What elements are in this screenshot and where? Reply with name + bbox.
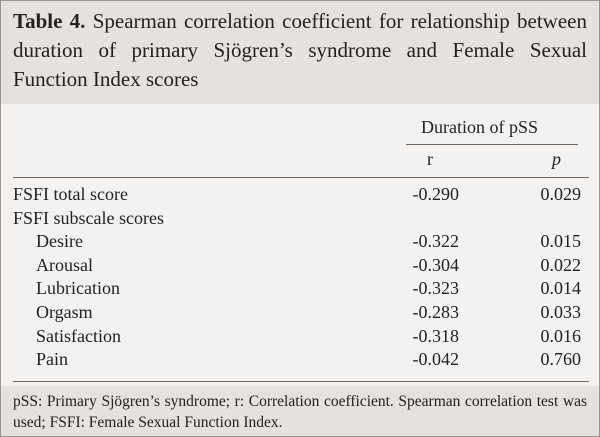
cell: -0.323 [412, 278, 460, 299]
caption-text: Spearman correlation coefficient for rel… [13, 9, 587, 91]
cell: -0.318 [412, 325, 460, 346]
caption-label: Table 4. [13, 9, 86, 33]
group-header: Duration of pSS [421, 117, 538, 137]
cell: -0.304 [412, 254, 460, 275]
cell: -0.322 [412, 231, 460, 252]
cell: -0.042 [412, 349, 460, 370]
table-body: Duration of pSS r p FSFI total score -0.2… [1, 104, 599, 386]
cell: 0.015 [540, 231, 582, 252]
cell: -0.290 [412, 184, 460, 204]
cell: 0.022 [540, 254, 582, 275]
footnote: pSS: Primary Sjögren’s syndrome; r: Corr… [13, 393, 587, 431]
column-header: r [427, 149, 433, 169]
row-label: FSFI subscale scores [13, 207, 164, 228]
cell: 0.029 [540, 184, 582, 204]
cell: 0.014 [540, 278, 582, 299]
caption: Table 4. Spearman correlation coefficien… [13, 7, 587, 94]
subrow-label: Arousal [36, 254, 93, 275]
subrow-label: Satisfaction [36, 325, 121, 346]
subrow-label: Pain [36, 349, 69, 370]
cell: 0.760 [540, 349, 582, 370]
group-rule [406, 144, 578, 145]
column-header: p [552, 149, 561, 169]
bottom-rule [13, 381, 589, 382]
cell: 0.033 [540, 302, 582, 322]
subrow-label: Orgasm [36, 302, 93, 322]
subrow-label: Lubrication [36, 278, 120, 299]
row-label: FSFI total score [13, 184, 128, 204]
cell: -0.283 [412, 302, 460, 322]
subrow-label: Desire [36, 231, 83, 252]
cell: 0.016 [540, 325, 582, 346]
header-rule [13, 177, 589, 178]
